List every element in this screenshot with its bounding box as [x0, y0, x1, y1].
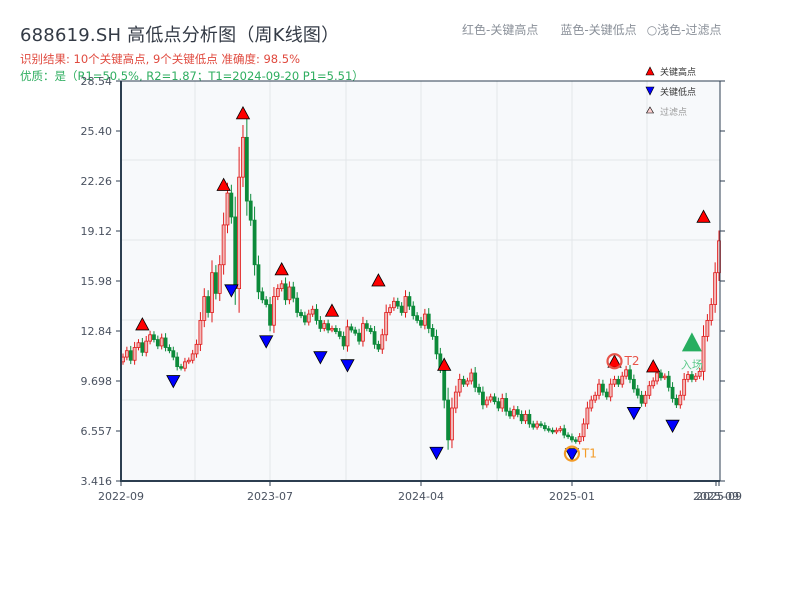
svg-text:2025-09: 2025-09 — [696, 490, 742, 503]
svg-text:2025-09: 2025-09 — [693, 490, 739, 503]
key-low-marker — [564, 448, 580, 462]
annotations: T1 T2 入场 — [581, 354, 703, 460]
key-low-marker — [340, 359, 355, 373]
filtered-marker-icon — [645, 106, 655, 114]
low-marker-icon — [645, 86, 655, 96]
key-high-marker — [324, 303, 340, 317]
t2-label: T2 — [624, 354, 640, 368]
legend-low-label: 关键低点 — [660, 86, 696, 98]
key-low-marker — [166, 375, 181, 389]
svg-text:2022-09: 2022-09 — [98, 490, 144, 503]
plot-legend: 关键高点 关键低点 过滤点 — [645, 66, 696, 118]
key-high-marker — [216, 177, 231, 191]
svg-text:2025-01: 2025-01 — [549, 490, 595, 503]
svg-text:28.54: 28.54 — [81, 75, 113, 88]
key-high-marker — [437, 357, 452, 371]
key-low-marker — [626, 407, 642, 421]
key-low-marker — [429, 446, 444, 461]
svg-text:2024-04: 2024-04 — [398, 490, 444, 503]
quality-summary: 优质：是（R1=50.5%, R2=1.87；T1=2024-09-20 P1=… — [20, 69, 364, 83]
axes: 3.416 6.557 9.698 12.84 15.98 19.12 22.26 25.40… — [81, 75, 742, 503]
legend-blue-low: 蓝色-关键低点 — [560, 23, 637, 37]
svg-text:6.557: 6.557 — [81, 425, 113, 438]
key-point-markers — [135, 106, 711, 462]
svg-text:2023-07: 2023-07 — [247, 490, 293, 503]
legend-filtered-label: 过滤点 — [660, 106, 687, 118]
key-low-marker — [313, 351, 328, 365]
svg-text:12.84: 12.84 — [81, 325, 113, 338]
key-low-marker — [259, 335, 274, 349]
svg-text:15.98: 15.98 — [81, 275, 113, 288]
high-marker-icon — [645, 66, 655, 76]
entry-label: 入场 — [681, 357, 703, 371]
key-high-marker — [235, 106, 251, 120]
grid-lines — [121, 81, 720, 481]
result-summary: 识别结果: 10个关键高点, 9个关键低点 准确度: 98.5% — [20, 52, 301, 66]
key-high-marker — [696, 209, 711, 223]
svg-text:19.12: 19.12 — [81, 225, 113, 238]
top-legend: 红色-关键高点 蓝色-关键低点 ○浅色-过滤点 — [462, 21, 722, 38]
t1-label: T1 — [581, 447, 597, 461]
key-low-marker — [224, 284, 239, 298]
svg-text:22.26: 22.26 — [81, 175, 113, 188]
legend-light-filtered: ○浅色-过滤点 — [646, 23, 722, 37]
key-high-marker — [646, 359, 661, 373]
chart-title: 688619.SH 高低点分析图（周K线图） — [20, 25, 340, 46]
svg-text:3.416: 3.416 — [81, 475, 113, 488]
candles — [121, 119, 721, 450]
key-high-marker — [371, 273, 386, 287]
key-high-marker — [274, 262, 289, 276]
svg-text:9.698: 9.698 — [81, 375, 113, 388]
legend-red-high: 红色-关键高点 — [462, 23, 539, 37]
key-low-marker — [665, 419, 680, 434]
key-high-marker — [135, 317, 150, 331]
legend-high-label: 关键高点 — [660, 66, 696, 78]
svg-text:25.40: 25.40 — [81, 125, 113, 138]
entry-arrow-icon — [681, 332, 702, 352]
